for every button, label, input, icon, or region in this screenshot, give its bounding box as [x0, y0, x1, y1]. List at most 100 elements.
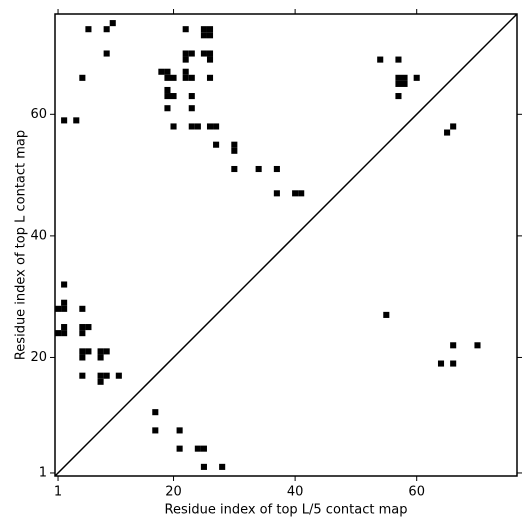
contact [79, 305, 86, 312]
contact [395, 74, 402, 81]
contact [219, 463, 226, 470]
contact [61, 299, 68, 306]
contact [213, 141, 220, 148]
contact [79, 348, 86, 355]
contact [383, 311, 390, 318]
contact [437, 360, 445, 367]
plot-frame [54, 13, 518, 477]
contact [194, 445, 201, 452]
contact [85, 324, 92, 331]
diagonal [54, 13, 518, 477]
contact [79, 74, 86, 81]
contact [182, 68, 189, 75]
y-tick-label: 40 [30, 228, 47, 243]
contact [164, 74, 171, 81]
contact [450, 123, 457, 130]
contact [152, 409, 159, 416]
contact [450, 342, 457, 349]
contact [231, 141, 238, 148]
contact [255, 165, 262, 173]
contact [55, 330, 62, 337]
contact [401, 80, 408, 87]
contact [55, 305, 62, 312]
contact [206, 50, 214, 57]
contact [97, 354, 104, 361]
contact [182, 74, 189, 81]
contact [164, 93, 171, 100]
contact [395, 93, 402, 100]
contact [164, 68, 171, 75]
contact [97, 348, 104, 355]
contact [170, 123, 177, 130]
contact [109, 20, 116, 27]
contact [206, 74, 214, 81]
contact [158, 68, 165, 75]
contact [200, 32, 207, 39]
contact [73, 117, 80, 124]
contact [231, 147, 238, 154]
contact [292, 190, 299, 197]
contact [444, 129, 451, 136]
contact [401, 74, 408, 81]
x-axis-label: Residue index of top L/5 contact map [165, 503, 408, 518]
contact [450, 360, 457, 367]
contact [103, 348, 110, 355]
y-tick-label: 1 [39, 465, 47, 480]
contact [182, 26, 189, 33]
contact [200, 26, 207, 33]
contact [194, 123, 201, 130]
contact [79, 372, 86, 379]
contact [377, 56, 384, 63]
contact [474, 342, 481, 349]
contact [103, 372, 110, 379]
contact [170, 93, 177, 100]
contact [188, 123, 195, 130]
contact [200, 50, 207, 57]
contact [103, 50, 110, 57]
contact [103, 26, 110, 33]
contact [170, 74, 177, 81]
contact [79, 324, 86, 331]
x-tick-label: 40 [287, 485, 304, 500]
contact [273, 190, 280, 197]
x-tick-label: 1 [54, 485, 62, 500]
contact [79, 354, 86, 361]
contact [188, 93, 195, 100]
contact [206, 26, 214, 33]
x-tick-label: 20 [165, 485, 182, 500]
contact [97, 372, 104, 379]
contact [85, 26, 92, 33]
contact [182, 50, 189, 57]
y-axis-label: Residue index of top L contact map [14, 130, 29, 360]
contact [61, 324, 68, 331]
contact [115, 372, 122, 379]
contact [79, 330, 86, 337]
y-tick-label: 60 [30, 107, 47, 122]
contact [213, 123, 220, 130]
contact [395, 56, 402, 63]
x-tick-label: 60 [408, 485, 425, 500]
contact [152, 427, 159, 434]
contact [206, 123, 214, 130]
contact [182, 56, 189, 63]
contact [298, 190, 305, 197]
contact [200, 463, 207, 470]
contact [176, 427, 183, 434]
contact [164, 86, 171, 94]
contact [85, 348, 92, 355]
y-tick-label: 20 [30, 350, 47, 365]
contact [200, 445, 207, 452]
contact [188, 105, 195, 112]
contact [413, 74, 420, 81]
contact [61, 330, 68, 337]
contact [206, 32, 214, 39]
contact [61, 117, 68, 124]
contact [97, 378, 104, 385]
contact [61, 281, 68, 288]
contact [164, 105, 171, 112]
contact [176, 445, 183, 452]
contact [231, 165, 238, 173]
contact [188, 50, 195, 57]
contact [273, 165, 280, 173]
